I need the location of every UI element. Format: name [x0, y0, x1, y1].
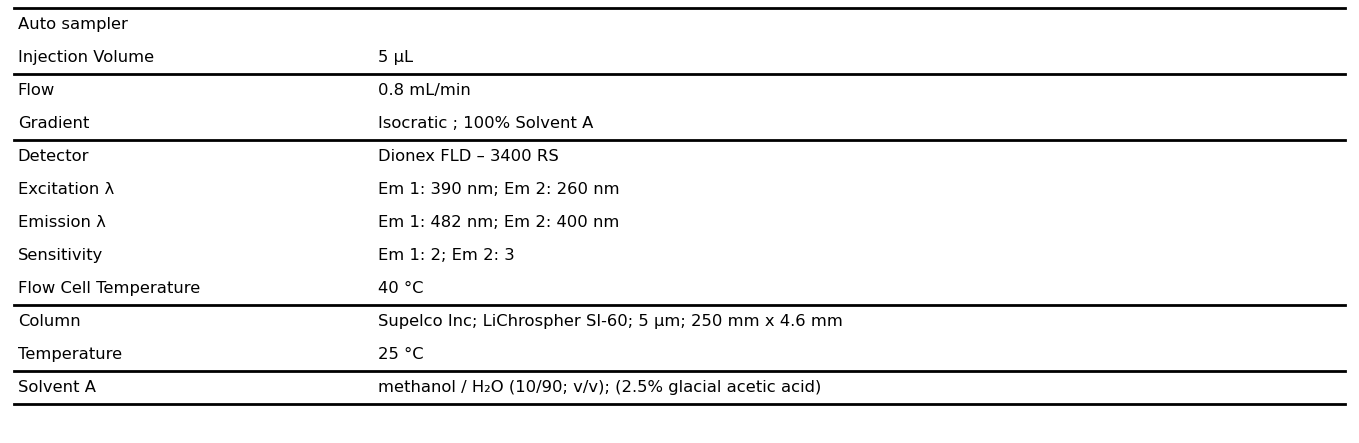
Text: Dionex FLD – 3400 RS: Dionex FLD – 3400 RS — [378, 149, 559, 164]
Text: 40 °C: 40 °C — [378, 281, 423, 296]
Text: Em 1: 390 nm; Em 2: 260 nm: Em 1: 390 nm; Em 2: 260 nm — [378, 182, 620, 197]
Text: Emission λ: Emission λ — [18, 215, 106, 230]
Text: Excitation λ: Excitation λ — [18, 182, 114, 197]
Text: methanol / H₂O (10/90; v/v); (2.5% glacial acetic acid): methanol / H₂O (10/90; v/v); (2.5% glaci… — [378, 380, 821, 395]
Text: Supelco Inc; LiChrospher SI-60; 5 μm; 250 mm x 4.6 mm: Supelco Inc; LiChrospher SI-60; 5 μm; 25… — [378, 314, 843, 329]
Text: Em 1: 2; Em 2: 3: Em 1: 2; Em 2: 3 — [378, 248, 515, 263]
Text: Injection Volume: Injection Volume — [18, 50, 154, 65]
Text: Auto sampler: Auto sampler — [18, 17, 128, 32]
Text: Flow: Flow — [18, 83, 54, 98]
Text: Sensitivity: Sensitivity — [18, 248, 103, 263]
Text: Detector: Detector — [18, 149, 90, 164]
Text: Gradient: Gradient — [18, 116, 90, 131]
Text: Temperature: Temperature — [18, 347, 122, 362]
Text: Em 1: 482 nm; Em 2: 400 nm: Em 1: 482 nm; Em 2: 400 nm — [378, 215, 620, 230]
Text: Solvent A: Solvent A — [18, 380, 95, 395]
Text: Column: Column — [18, 314, 80, 329]
Text: Isocratic ; 100% Solvent A: Isocratic ; 100% Solvent A — [378, 116, 593, 131]
Text: Flow Cell Temperature: Flow Cell Temperature — [18, 281, 200, 296]
Text: 25 °C: 25 °C — [378, 347, 424, 362]
Text: 5 μL: 5 μL — [378, 50, 413, 65]
Text: 0.8 mL/min: 0.8 mL/min — [378, 83, 470, 98]
